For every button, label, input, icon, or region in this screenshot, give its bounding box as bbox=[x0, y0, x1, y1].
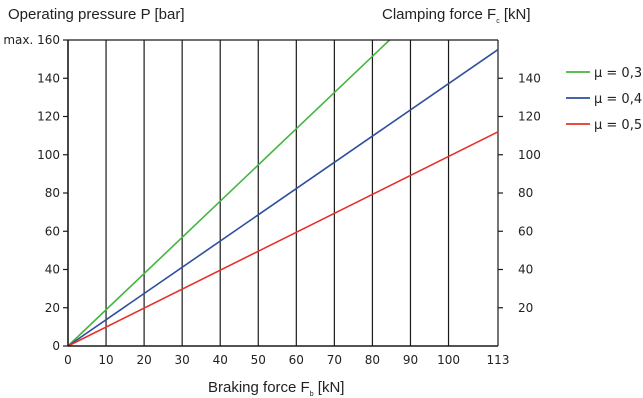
right-axis-title: Clamping force Fc [kN] bbox=[382, 6, 531, 25]
y-left-tick-label: 100 bbox=[37, 148, 60, 162]
y-right-tick-label: 100 bbox=[518, 148, 541, 162]
y-right-tick-label: 120 bbox=[518, 110, 541, 124]
series-line bbox=[67, 39, 391, 347]
x-tick-label: 100 bbox=[437, 353, 460, 367]
legend-label: μ = 0,5 bbox=[594, 118, 642, 133]
x-tick-label: 40 bbox=[213, 353, 228, 367]
y-right-tick-label: 80 bbox=[518, 186, 533, 200]
left-axis-title: Operating pressure P [bar] bbox=[8, 6, 184, 23]
y-right-tick-label: 20 bbox=[518, 301, 533, 315]
x-tick-label: 0 bbox=[64, 353, 72, 367]
x-tick-label: 113 bbox=[487, 353, 510, 367]
y-left-tick-label: 20 bbox=[45, 301, 60, 315]
x-tick-label: 50 bbox=[251, 353, 266, 367]
y-right-tick-label: 60 bbox=[518, 224, 533, 238]
y-right-tick-label: 140 bbox=[518, 71, 541, 85]
y-left-tick-label: 40 bbox=[45, 263, 60, 277]
axes-layer bbox=[67, 39, 498, 347]
y-right-tick-label: 40 bbox=[518, 263, 533, 277]
x-tick-label: 80 bbox=[365, 353, 380, 367]
y-left-tick-label: 60 bbox=[45, 224, 60, 238]
x-tick-label: 90 bbox=[403, 353, 418, 367]
grid-layer bbox=[105, 40, 499, 346]
x-tick-label: 30 bbox=[175, 353, 190, 367]
x-axis-title: Braking force Fb [kN] bbox=[208, 379, 344, 398]
y-left-tick-label: 0 bbox=[52, 339, 60, 353]
x-tick-label: 70 bbox=[327, 353, 342, 367]
y-left-tick-label: 120 bbox=[37, 110, 60, 124]
x-tick-label: 20 bbox=[136, 353, 151, 367]
y-left-tick-label: 140 bbox=[37, 71, 60, 85]
x-tick-label: 10 bbox=[98, 353, 113, 367]
series-layer bbox=[67, 39, 499, 347]
y-left-tick-label: max. 160 bbox=[3, 33, 60, 47]
y-left-tick-label: 80 bbox=[45, 186, 60, 200]
legend-label: μ = 0,4 bbox=[594, 92, 642, 107]
series-line bbox=[67, 48, 499, 347]
legend-label: μ = 0,3 bbox=[594, 66, 642, 81]
series-line bbox=[67, 131, 499, 347]
legend: μ = 0,3 μ = 0,4 μ = 0,5 bbox=[566, 66, 642, 133]
ticks-layer: 0 10 20 30 40 50 60 70 80 90 100 113 0 20 40 60 80 100 120… bbox=[3, 33, 541, 367]
x-tick-label: 60 bbox=[289, 353, 304, 367]
